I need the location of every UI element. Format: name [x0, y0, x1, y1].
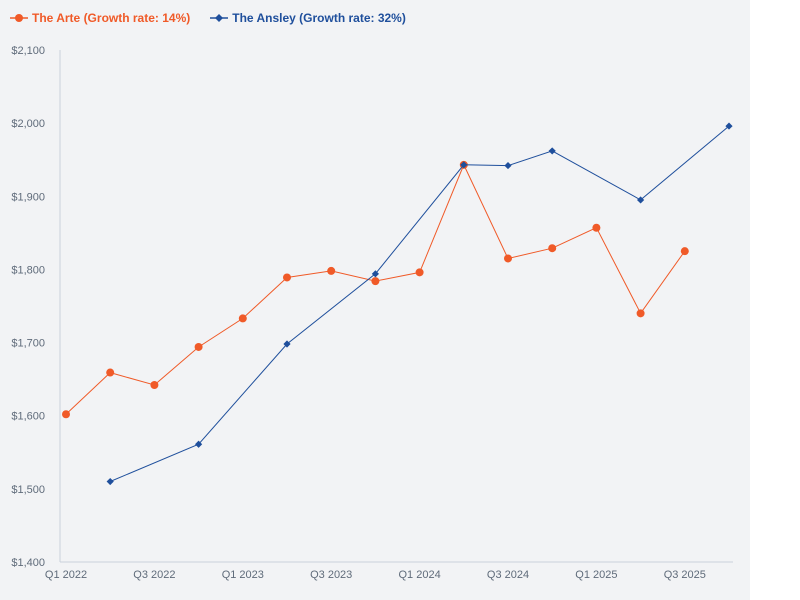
legend-label-the-arte: The Arte (Growth rate: 14%) [32, 11, 191, 25]
data-point [504, 254, 512, 263]
data-point [283, 273, 291, 282]
y-tick-label: $1,600 [11, 411, 45, 423]
data-point [371, 277, 380, 286]
plot-background [0, 0, 750, 600]
data-point [106, 477, 114, 486]
diamond-marker-icon [210, 14, 229, 22]
series-line [65, 163, 686, 415]
data-point [195, 440, 203, 448]
x-tick-label: Q1 2022 [45, 569, 87, 581]
data-point [460, 161, 468, 169]
y-tick-label: $1,800 [11, 264, 45, 276]
data-point [150, 380, 159, 389]
y-tick-label: $1,500 [11, 484, 45, 496]
x-tick-label: Q3 2025 [664, 569, 706, 581]
data-point [548, 147, 556, 155]
data-point [283, 340, 291, 348]
x-tick-label: Q3 2023 [310, 569, 352, 581]
data-point [415, 268, 424, 277]
data-point [504, 161, 512, 170]
series-the-arte [62, 160, 689, 419]
x-tick-label: Q3 2022 [133, 569, 175, 581]
data-point [62, 410, 70, 419]
data-point [636, 309, 645, 318]
data-point [194, 342, 203, 351]
y-tick-label: $1,400 [11, 557, 45, 569]
x-tick-label: Q1 2025 [575, 569, 617, 581]
y-tick-label: $2,100 [11, 45, 45, 57]
legend-item-the-ansley[interactable]: The Ansley (Growth rate: 32%) [210, 11, 406, 25]
data-point [725, 122, 733, 130]
data-point [371, 270, 379, 278]
legend-label-the-ansley: The Ansley (Growth rate: 32%) [232, 11, 406, 25]
data-point [680, 247, 689, 256]
data-point [637, 196, 645, 204]
legend: The Arte (Growth rate: 14%) The Ansley (… [10, 8, 426, 28]
data-point [106, 368, 115, 377]
x-tick-label: Q1 2024 [398, 569, 440, 581]
y-tick-label: $1,900 [11, 191, 45, 203]
data-point [548, 244, 557, 253]
y-tick-label: $2,000 [11, 118, 45, 130]
x-tick-label: Q1 2023 [222, 569, 264, 581]
data-point [238, 314, 247, 323]
series-the-ansley [106, 122, 733, 486]
legend-item-the-arte[interactable]: The Arte (Growth rate: 14%) [10, 11, 190, 25]
data-point [327, 266, 336, 275]
x-tick-label: Q3 2024 [487, 569, 529, 581]
y-tick-label: $1,700 [11, 338, 45, 350]
circle-marker-icon [10, 14, 28, 22]
data-point [592, 223, 601, 232]
